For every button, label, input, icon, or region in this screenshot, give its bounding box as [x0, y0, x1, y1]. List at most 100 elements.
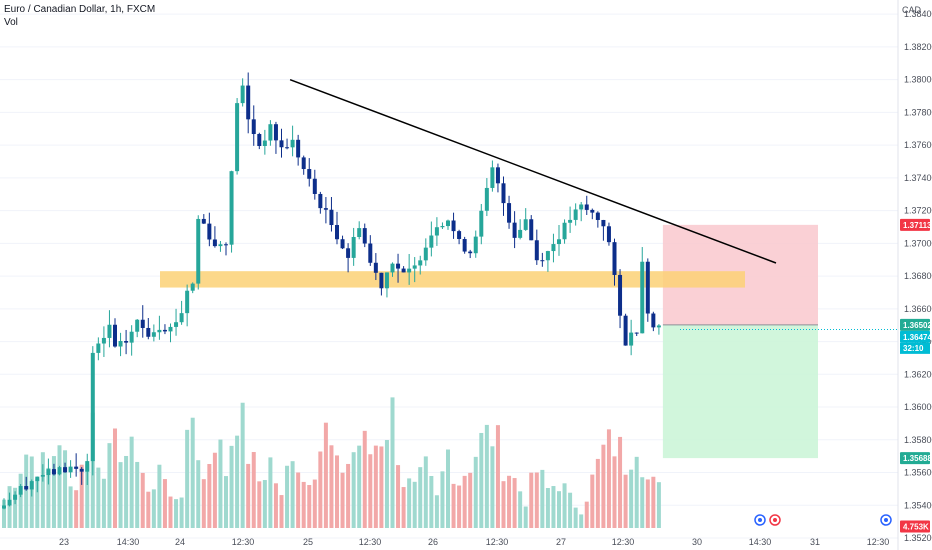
volume-bar	[557, 491, 561, 528]
volume-bar	[618, 436, 623, 528]
candle-body	[495, 167, 500, 184]
volume-bar	[24, 454, 29, 528]
volume-bar	[346, 463, 351, 528]
candle-body	[362, 228, 367, 244]
candle-body	[268, 124, 273, 141]
candle-body	[579, 204, 584, 210]
candles	[2, 72, 661, 510]
volume-bar	[545, 488, 550, 528]
volume-bar	[151, 489, 156, 528]
volume-bar	[412, 481, 417, 528]
candle-body	[179, 313, 184, 323]
volume-bar	[329, 445, 334, 528]
candle-body	[24, 486, 29, 490]
volume-bar	[179, 497, 184, 528]
volume-bar	[590, 474, 595, 528]
y-tick-label: 1.36000	[904, 402, 932, 412]
candle-body	[240, 85, 245, 104]
volume-bar	[368, 454, 373, 528]
countdown-label: 32:10	[903, 344, 924, 353]
candle-body	[446, 220, 450, 227]
x-tick-label: 12:30	[867, 537, 890, 547]
candle-body	[212, 239, 217, 247]
x-tick-label: 12:30	[359, 537, 382, 547]
candle-body	[246, 85, 251, 120]
volume-bar	[462, 475, 467, 528]
volume-bar	[51, 456, 56, 528]
volume-bar	[379, 446, 384, 528]
volume-bar	[390, 397, 395, 528]
candle-body	[301, 157, 306, 170]
candle-body	[601, 219, 606, 227]
volume-bar	[584, 501, 589, 528]
candle-body	[207, 223, 212, 240]
candle-body	[634, 332, 639, 334]
candle-body	[484, 187, 489, 211]
candle-body	[57, 467, 62, 475]
price-badge-label: 1.36474	[903, 333, 932, 342]
candle-body	[379, 272, 384, 289]
volume-bar	[457, 485, 462, 528]
volume-bar	[268, 457, 273, 528]
y-tick-label: 1.36200	[904, 369, 932, 379]
volume-bar	[79, 464, 84, 528]
volume-bar	[434, 495, 439, 528]
candle-body	[396, 263, 401, 269]
candle-body	[390, 263, 395, 273]
volume-bar	[423, 456, 428, 528]
y-tick-label: 1.36800	[904, 271, 932, 281]
candle-body	[68, 466, 73, 473]
y-tick-label: 1.37200	[904, 206, 932, 216]
candle-body	[429, 235, 434, 248]
volume-bar	[96, 467, 101, 528]
y-tick-label: 1.35200	[904, 533, 932, 543]
candle-body	[51, 469, 56, 475]
event-dot	[773, 518, 777, 522]
volume-bar	[107, 443, 112, 528]
x-tick-label: 26	[428, 537, 438, 547]
candle-body	[623, 315, 628, 346]
volume-bar	[185, 429, 190, 528]
candle-body	[190, 283, 195, 291]
trendline	[289, 78, 777, 264]
candle-body	[273, 124, 278, 141]
price-badge-label: 4.753K	[903, 523, 929, 532]
volume-bar	[246, 463, 251, 528]
volume-bar	[257, 481, 262, 528]
candle-body	[18, 486, 23, 495]
volume-bar	[35, 478, 40, 528]
candle-body	[373, 262, 378, 273]
candle-body	[2, 505, 6, 509]
volume-bar	[429, 476, 434, 528]
candle-body	[124, 341, 129, 343]
volume-bar	[645, 479, 650, 528]
candle-body	[101, 337, 106, 344]
candle-body	[473, 236, 478, 254]
volume-bar	[74, 490, 79, 528]
volume-bar	[562, 483, 567, 528]
volume-bar	[312, 479, 317, 528]
candle-body	[285, 147, 290, 149]
y-tick-label: 1.38200	[904, 42, 932, 52]
volume-bar	[495, 425, 500, 528]
volume-bar	[446, 449, 450, 528]
volume-bar	[629, 469, 634, 528]
y-tick-label: 1.38400	[904, 9, 932, 19]
candle-body	[323, 208, 328, 210]
volume-bar	[212, 452, 217, 528]
price-badge-bg	[900, 318, 930, 331]
candle-body	[129, 331, 134, 343]
candle-body	[257, 134, 262, 147]
candle-body	[96, 343, 101, 353]
candle-body	[251, 119, 256, 135]
volume-bar	[551, 486, 556, 528]
x-tick-label: 30	[692, 537, 702, 547]
volume-bar	[85, 464, 90, 528]
candle-body	[534, 240, 539, 261]
candle-body	[479, 210, 484, 237]
volume-bar	[384, 440, 389, 528]
price-badge-bg	[900, 218, 930, 231]
economic-event-icon	[880, 514, 892, 526]
x-tick-label: 14:30	[749, 537, 772, 547]
